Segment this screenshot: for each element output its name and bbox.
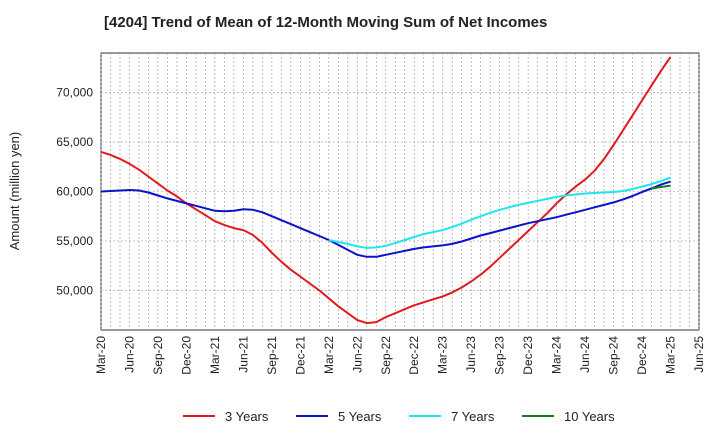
x-tick-label: Dec-24 (635, 336, 649, 375)
legend-swatch-3-years (183, 415, 215, 417)
x-tick-label: Mar-24 (550, 336, 564, 374)
legend-label-7-years: 7 Years (451, 408, 495, 424)
series-line-5-years (100, 180, 671, 258)
x-tick-label: Sep-22 (379, 336, 393, 375)
y-tick-label: 70,000 (56, 86, 93, 100)
x-tick-label: Dec-23 (521, 336, 535, 375)
series-line-7-years (328, 176, 671, 249)
x-tick-label: Sep-20 (151, 336, 165, 375)
legend-item-5-years: 5 Years (296, 406, 381, 426)
series-line-10-years (651, 184, 671, 190)
x-tick-label: Dec-20 (179, 336, 193, 375)
x-tick-label: Jun-24 (578, 336, 592, 373)
legend-label-10-years: 10 Years (564, 408, 615, 424)
x-tick-label: Jun-23 (464, 336, 478, 373)
x-tick-label: Jun-25 (692, 336, 706, 373)
x-tick-label: Jun-20 (122, 336, 136, 373)
x-tick-label: Dec-22 (407, 336, 421, 375)
legend: 3 Years 5 Years 7 Years 10 Years (0, 406, 720, 426)
x-tick-label: Sep-21 (265, 336, 279, 375)
x-tick-label: Sep-24 (607, 336, 621, 375)
legend-label-5-years: 5 Years (338, 408, 382, 424)
x-tick-label: Mar-25 (664, 336, 678, 374)
x-tick-label: Jun-21 (236, 336, 250, 373)
y-tick-label: 60,000 (56, 185, 93, 199)
x-tick-label: Jun-22 (350, 336, 364, 373)
x-axis-ticks: Mar-20 Jun-20 Sep-20 Dec-20 Mar-21 Jun-21 Sep-… (94, 336, 706, 375)
x-tick-label: Mar-23 (436, 336, 450, 374)
x-tick-label: Mar-21 (208, 336, 222, 374)
y-tick-label: 65,000 (56, 135, 93, 149)
series-line-3-years (100, 56, 672, 325)
y-tick-label: 50,000 (56, 283, 93, 297)
x-tick-label: Mar-20 (94, 336, 108, 374)
y-tick-label: 55,000 (56, 234, 93, 248)
chart-title: [4204] Trend of Mean of 12-Month Moving … (104, 14, 548, 31)
legend-swatch-7-years (409, 415, 441, 417)
legend-item-7-years: 7 Years (409, 406, 494, 426)
y-axis-ticks: 50,000 55,000 60,000 65,000 70,000 (56, 86, 93, 298)
legend-item-3-years: 3 Years (183, 406, 268, 426)
x-tick-label: Sep-23 (493, 336, 507, 375)
legend-item-10-years: 10 Years (522, 406, 615, 426)
x-tick-label: Dec-21 (293, 336, 307, 375)
x-tick-label: Mar-22 (322, 336, 336, 374)
legend-swatch-5-years (296, 415, 328, 417)
y-axis-label: Amount (million yen) (7, 132, 22, 251)
series-lines (100, 56, 672, 325)
legend-swatch-10-years (522, 415, 554, 417)
legend-label-3-years: 3 Years (225, 408, 269, 424)
